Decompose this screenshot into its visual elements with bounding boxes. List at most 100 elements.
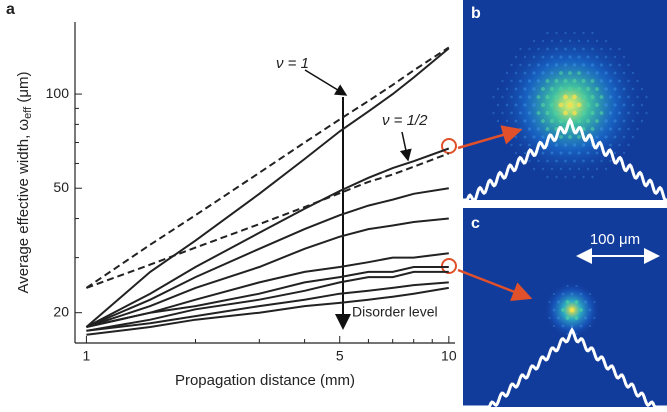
lattice-site	[546, 63, 549, 66]
lattice-site	[589, 293, 591, 295]
lattice-site	[542, 152, 545, 155]
lattice-site	[568, 87, 572, 91]
lattice-site	[582, 79, 586, 83]
lattice-site	[564, 63, 567, 66]
lattice-site	[524, 72, 527, 75]
lattice-site	[605, 168, 607, 170]
lattice-site	[519, 48, 521, 50]
lattice-site	[618, 48, 620, 50]
lattice-site	[548, 301, 550, 303]
lattice-site	[595, 103, 599, 107]
lattice-site	[506, 72, 508, 74]
lattice-site	[519, 95, 522, 98]
panel-label: a	[6, 1, 15, 18]
lattice-site	[545, 95, 549, 99]
annotation: ν = 1/2	[382, 112, 428, 129]
lattice-site	[528, 144, 531, 147]
lattice-site	[555, 48, 558, 51]
y-tick-label: 20	[53, 303, 69, 319]
lattice-site	[636, 96, 638, 98]
lattice-site	[564, 143, 567, 146]
annotation-arrow	[402, 132, 408, 160]
lattice-site	[582, 48, 585, 51]
lattice-site	[573, 143, 576, 146]
x-axis-label: Propagation distance (mm)	[175, 372, 355, 389]
lattice-site	[614, 72, 617, 75]
lattice-site	[632, 88, 634, 90]
figure: a b c 100 μm 15102050100Propagation dist…	[0, 0, 667, 407]
lattice-site	[564, 160, 567, 163]
lattice-site	[587, 40, 589, 42]
lattice-site	[600, 127, 603, 130]
lattice-site	[570, 308, 575, 313]
panel-label: b	[471, 5, 481, 22]
lattice-site	[568, 151, 571, 154]
lattice-site	[492, 112, 494, 114]
lattice-site	[600, 160, 602, 162]
y-axis-label-part: eff	[22, 106, 34, 119]
lattice-site	[541, 103, 545, 107]
data-line	[86, 149, 448, 328]
y-axis-label-part: Average effective width, ω	[15, 119, 32, 294]
lattice-site	[591, 63, 594, 66]
lattice-site	[555, 63, 558, 66]
lattice-site	[569, 168, 571, 170]
lattice-site	[575, 285, 577, 287]
annotation: ν = 1	[276, 55, 309, 72]
lattice-site	[614, 56, 616, 58]
lattice-site	[577, 87, 581, 91]
lattice-site	[591, 32, 593, 34]
lattice-site	[563, 95, 568, 100]
lattice-site	[545, 111, 549, 115]
lattice-site	[546, 176, 548, 178]
lattice-site	[501, 96, 503, 98]
lattice-site	[609, 95, 612, 98]
lattice-site	[609, 79, 612, 82]
lattice-site	[589, 325, 591, 327]
lattice-site	[636, 80, 638, 82]
lattice-site	[596, 40, 598, 42]
lattice-site	[586, 103, 590, 107]
lattice-site	[528, 160, 530, 162]
lattice-site	[584, 317, 587, 320]
lattice-site	[589, 309, 592, 312]
lattice-site	[609, 111, 612, 114]
lattice-site	[627, 96, 630, 99]
lattice-site	[627, 64, 629, 66]
lattice-site	[537, 127, 540, 130]
lattice-site	[519, 111, 522, 114]
lattice-site	[524, 56, 526, 58]
annotation: Disorder level	[352, 304, 438, 320]
lattice-site	[590, 95, 594, 99]
lattice-site	[573, 176, 575, 178]
lattice-site	[528, 111, 531, 114]
lattice-site	[600, 48, 602, 50]
lattice-site	[572, 111, 577, 116]
lattice-site	[623, 72, 626, 75]
lattice-site	[577, 103, 582, 108]
lattice-site	[609, 64, 612, 67]
lattice-site	[618, 111, 621, 114]
lattice-site	[553, 325, 555, 327]
lattice-site	[528, 48, 530, 50]
lattice-site	[559, 55, 562, 58]
lattice-site	[523, 119, 526, 122]
lattice-site	[501, 80, 503, 82]
y-axis-label-part: (μm)	[15, 72, 32, 107]
lattice-site	[555, 160, 558, 163]
lattice-site	[551, 168, 553, 170]
lattice-site	[573, 63, 576, 66]
lattice-site	[573, 32, 575, 34]
lattice-site	[564, 176, 566, 178]
lattice-site	[582, 160, 585, 163]
lattice-site	[559, 103, 564, 108]
lattice-site	[515, 72, 518, 75]
lattice-site	[546, 79, 550, 83]
lattice-site	[636, 128, 638, 130]
lattice-site	[537, 48, 539, 50]
lattice-site	[559, 151, 562, 154]
lattice-site	[627, 112, 630, 115]
lattice-site	[604, 119, 608, 123]
lattice-site	[581, 95, 585, 99]
lattice-site	[613, 87, 616, 90]
